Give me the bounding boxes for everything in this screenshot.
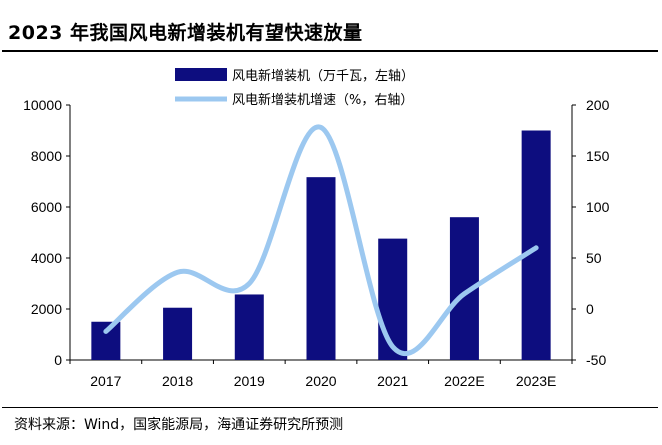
- left-tick-label: 0: [54, 352, 62, 368]
- bar-2021: [378, 238, 408, 360]
- title-divider: [2, 50, 658, 52]
- x-tick-label: 2019: [234, 373, 265, 389]
- x-tick-label: 2020: [305, 373, 336, 389]
- bar-2017: [91, 321, 121, 360]
- left-tick-label: 8000: [31, 148, 62, 164]
- x-tick-label: 2018: [162, 373, 193, 389]
- bar-series: [91, 130, 551, 360]
- bar-2019: [234, 294, 264, 360]
- x-tick-label: 2023E: [516, 373, 556, 389]
- bar-2018: [163, 307, 193, 360]
- right-tick-label: -50: [586, 352, 606, 368]
- left-tick-label: 4000: [31, 250, 62, 266]
- right-tick-label: 150: [586, 148, 610, 164]
- right-tick-label: 0: [586, 301, 594, 317]
- source-divider: [2, 407, 658, 408]
- chart: 0 2000 4000 6000 8000 10000 -50 0 50 100 150 200 201…: [23, 68, 610, 389]
- bar-2020: [306, 177, 336, 360]
- source-note: 资料来源：Wind，国家能源局，海通证券研究所预测: [14, 417, 344, 433]
- x-tick-label: 2021: [377, 373, 408, 389]
- line-series: [103, 124, 539, 357]
- legend-bar-swatch: [175, 68, 227, 81]
- right-tick-label: 200: [586, 97, 610, 113]
- x-tick-label: 2022E: [444, 373, 484, 389]
- legend-bar-label: 风电新增装机（万千瓦，左轴）: [232, 68, 414, 84]
- chart-title: 2023 年我国风电新增装机有望快速放量: [8, 22, 363, 44]
- right-tick-label: 100: [586, 199, 610, 215]
- left-tick-label: 10000: [23, 97, 62, 113]
- legend-line-label: 风电新增装机增速（%，右轴）: [232, 92, 413, 108]
- bar-2023E: [521, 130, 551, 360]
- left-tick-label: 6000: [31, 199, 62, 215]
- right-tick-label: 50: [586, 250, 602, 266]
- left-tick-label: 2000: [31, 301, 62, 317]
- x-tick-label: 2017: [90, 373, 121, 389]
- legend: 风电新增装机（万千瓦，左轴） 风电新增装机增速（%，右轴）: [175, 68, 414, 108]
- axes: 0 2000 4000 6000 8000 10000 -50 0 50 100 150 200 201…: [23, 97, 610, 389]
